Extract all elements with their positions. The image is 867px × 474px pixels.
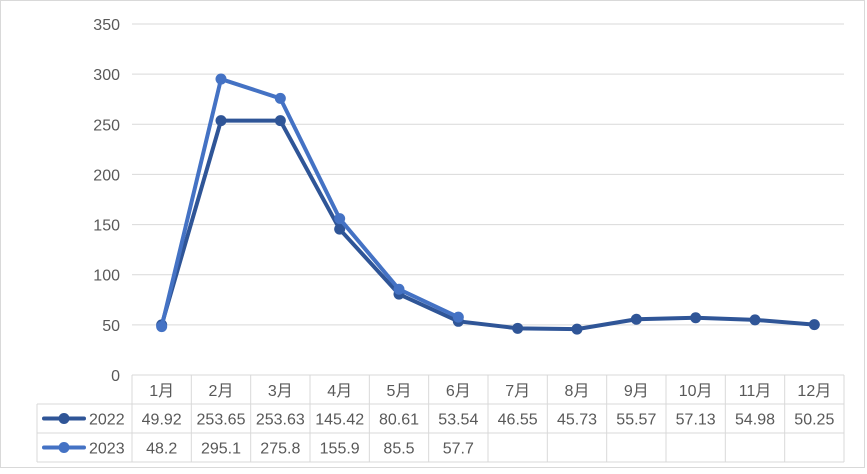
data-point-2022 <box>690 312 702 324</box>
legend-label: 2023 <box>89 441 125 458</box>
table-cell-value: 50.25 <box>794 412 834 429</box>
x-tick-label: 3月 <box>268 383 293 400</box>
table-cell-value: 57.13 <box>676 412 716 429</box>
x-tick-label: 1月 <box>149 383 174 400</box>
data-point-2023 <box>215 73 227 85</box>
table-cell-value: 155.9 <box>320 441 360 458</box>
data-point-2023 <box>452 311 464 323</box>
legend-marker-2023 <box>58 442 70 453</box>
data-point-2022 <box>334 223 346 235</box>
series-line-2023 <box>159 77 461 329</box>
data-point-2022 <box>215 115 227 127</box>
table-cell-value: 85.5 <box>383 441 414 458</box>
data-point-2022 <box>274 115 286 127</box>
table-cell-value: 53.54 <box>438 412 478 429</box>
x-tick-label: 4月 <box>327 383 352 400</box>
x-tick-label: 6月 <box>446 383 471 400</box>
x-tick-label: 9月 <box>624 383 649 400</box>
table-cell-value: 48.2 <box>146 441 177 458</box>
x-tick-label: 12月 <box>797 383 831 400</box>
y-tick-label: 350 <box>93 17 120 34</box>
x-tick-label: 2月 <box>209 383 234 400</box>
table-cell-value: 253.63 <box>256 412 305 429</box>
table-cell-value: 80.61 <box>379 412 419 429</box>
table-cell-value: 46.55 <box>498 412 538 429</box>
table-cell-value: 275.8 <box>260 441 300 458</box>
y-tick-label: 100 <box>93 268 120 285</box>
table-cell-value: 49.92 <box>142 412 182 429</box>
y-axis-ticks: 0 50 100 150 200 250 300 350 <box>93 17 120 385</box>
gridlines <box>132 23 844 376</box>
series-line-2022 <box>159 118 817 332</box>
x-tick-label: 7月 <box>505 383 530 400</box>
data-point-2022 <box>571 323 583 335</box>
data-point-2023 <box>393 283 405 295</box>
x-tick-label: 11月 <box>739 383 772 400</box>
data-point-2023 <box>274 92 286 104</box>
table-cell-value: 253.65 <box>197 412 246 429</box>
data-point-2022 <box>749 314 761 326</box>
data-table: 1月 2月 3月 4月 5月 6月 7月 8月 9月 10月 11月 12月 2022 49.92 253.… <box>36 375 845 463</box>
data-point-2023 <box>156 321 168 333</box>
legend-marker-2022 <box>58 413 70 424</box>
data-point-2022 <box>808 319 820 331</box>
y-tick-label: 0 <box>111 368 120 385</box>
data-point-2023 <box>334 213 346 225</box>
series-lines <box>156 73 820 335</box>
data-point-2022 <box>512 322 524 334</box>
table-cell-value: 145.42 <box>315 412 364 429</box>
y-tick-label: 50 <box>102 318 120 335</box>
y-tick-label: 150 <box>93 218 120 235</box>
x-tick-label: 10月 <box>679 383 713 400</box>
y-tick-label: 200 <box>93 167 120 184</box>
x-tick-label: 8月 <box>565 383 590 400</box>
y-tick-label: 250 <box>93 117 120 134</box>
table-cell-value: 295.1 <box>201 441 241 458</box>
legend-label: 2022 <box>89 412 125 429</box>
table-cell-value: 45.73 <box>557 412 597 429</box>
table-cell-value: 57.7 <box>443 441 474 458</box>
data-point-2022 <box>630 313 642 325</box>
table-cell-value: 54.98 <box>735 412 775 429</box>
x-tick-label: 5月 <box>387 383 412 400</box>
table-cell-value: 55.57 <box>616 412 656 429</box>
y-tick-label: 300 <box>93 67 120 84</box>
